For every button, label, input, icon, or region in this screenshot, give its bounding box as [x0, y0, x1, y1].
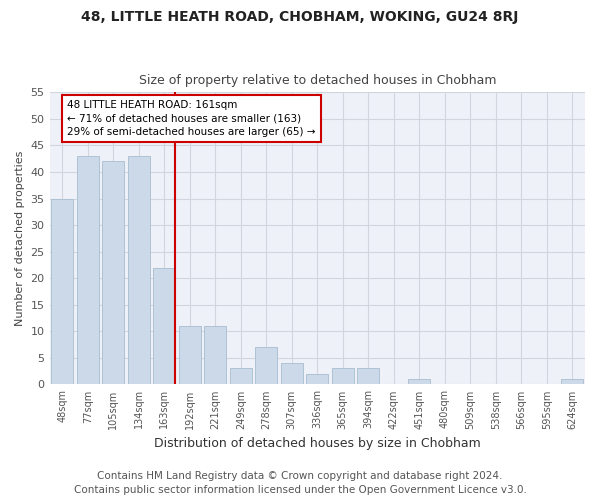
X-axis label: Distribution of detached houses by size in Chobham: Distribution of detached houses by size … [154, 437, 481, 450]
Bar [256, 348, 277, 385]
Y-axis label: Number of detached properties: Number of detached properties [15, 150, 25, 326]
Bar [409, 379, 430, 384]
Bar [205, 326, 226, 384]
Bar [332, 368, 353, 384]
Text: 48, LITTLE HEATH ROAD, CHOBHAM, WOKING, GU24 8RJ: 48, LITTLE HEATH ROAD, CHOBHAM, WOKING, … [82, 10, 518, 24]
Bar [358, 368, 379, 384]
Bar [154, 268, 175, 384]
Bar [281, 363, 302, 384]
Bar [77, 156, 98, 384]
Bar [307, 374, 328, 384]
Bar [562, 379, 583, 384]
Text: Contains HM Land Registry data © Crown copyright and database right 2024.
Contai: Contains HM Land Registry data © Crown c… [74, 471, 526, 495]
Bar [103, 162, 124, 384]
Bar [128, 156, 149, 384]
Bar [179, 326, 200, 384]
Title: Size of property relative to detached houses in Chobham: Size of property relative to detached ho… [139, 74, 496, 87]
Bar [52, 198, 73, 384]
Text: 48 LITTLE HEATH ROAD: 161sqm
← 71% of detached houses are smaller (163)
29% of s: 48 LITTLE HEATH ROAD: 161sqm ← 71% of de… [67, 100, 316, 136]
Bar [230, 368, 251, 384]
